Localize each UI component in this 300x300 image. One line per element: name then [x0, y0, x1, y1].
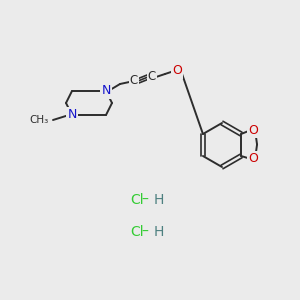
Text: N: N — [101, 85, 111, 98]
Text: Cl: Cl — [130, 193, 144, 207]
Text: H: H — [154, 193, 164, 207]
Text: C: C — [148, 70, 156, 83]
Text: Cl: Cl — [130, 225, 144, 239]
Text: O: O — [248, 152, 258, 166]
Text: O: O — [248, 124, 258, 136]
Text: CH₃: CH₃ — [30, 115, 49, 125]
Text: –: – — [142, 193, 148, 207]
Text: H: H — [154, 225, 164, 239]
Text: –: – — [142, 225, 148, 239]
Text: O: O — [172, 64, 182, 77]
Text: N: N — [67, 109, 77, 122]
Text: C: C — [130, 74, 138, 88]
